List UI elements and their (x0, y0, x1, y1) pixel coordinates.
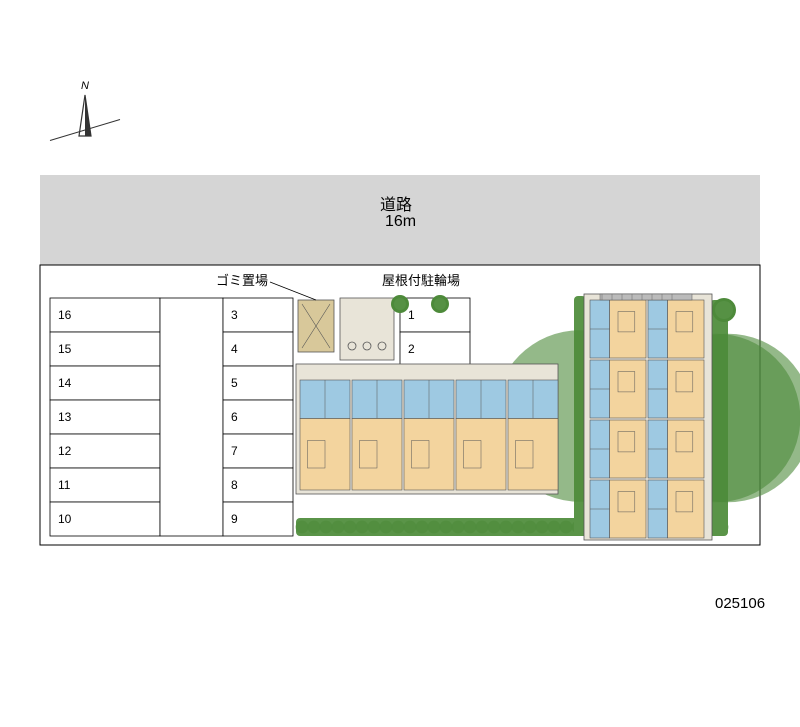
parking-stall-number: 11 (58, 478, 70, 492)
parking-stall-number: 10 (58, 512, 71, 526)
parking-stall-number: 4 (231, 342, 238, 356)
parking-stall-number: 15 (58, 342, 71, 356)
parking-stall-number: 2 (408, 342, 415, 356)
svg-text:N: N (81, 80, 89, 92)
parking-stall-number: 8 (231, 478, 238, 492)
site-plan-canvas: N (0, 0, 800, 727)
parking-stall-number: 1 (408, 308, 415, 322)
parking-stall-number: 16 (58, 308, 71, 322)
parking-stall-number: 5 (231, 376, 238, 390)
doc-number: 025106 (715, 595, 765, 612)
parking-stall-number: 9 (231, 512, 238, 526)
parking-stall-number: 3 (231, 308, 238, 322)
parking-stall-number: 12 (58, 444, 71, 458)
parking-stall-number: 14 (58, 376, 71, 390)
trash-label: ゴミ置場 (216, 270, 268, 289)
parking-stall-number: 7 (231, 444, 238, 458)
road-title: 道路 (380, 191, 412, 215)
road-width: 16m (385, 213, 416, 231)
bike-label: 屋根付駐輪場 (382, 270, 460, 289)
parking-stall-number: 6 (231, 410, 238, 424)
parking-stall-number: 13 (58, 410, 71, 424)
